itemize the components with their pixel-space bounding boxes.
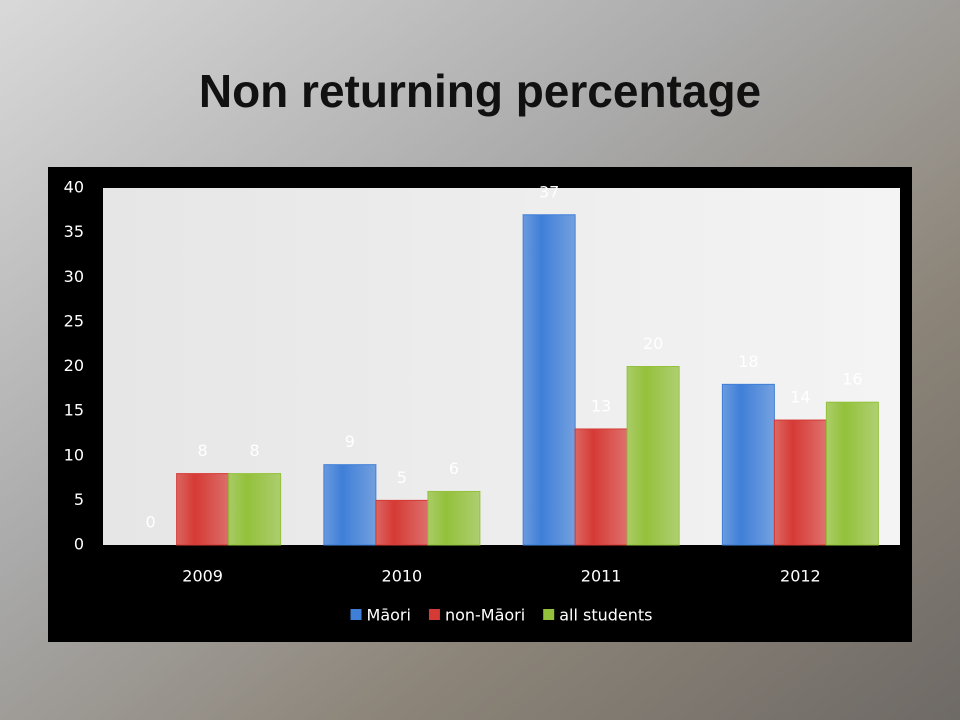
legend-swatch <box>350 609 362 620</box>
data-label: 6 <box>449 459 459 478</box>
bar <box>427 490 481 546</box>
bar <box>323 464 377 546</box>
legend-item: non-Māori <box>428 606 525 625</box>
legend-label: non-Māori <box>445 606 525 625</box>
slide-title: Non returning percentage <box>199 65 761 117</box>
legend-label: all students <box>559 606 652 625</box>
x-tick-label: 2011 <box>581 567 622 586</box>
y-tick-label: 0 <box>74 535 84 554</box>
bar <box>574 428 628 546</box>
legend-item: all students <box>543 606 652 625</box>
legend-label: Māori <box>367 606 411 625</box>
legend-item: Māori <box>350 606 411 625</box>
y-tick-label: 30 <box>64 267 84 286</box>
data-label: 37 <box>539 182 559 201</box>
bar <box>773 419 827 546</box>
y-tick-label: 40 <box>64 178 84 197</box>
legend-swatch <box>428 609 440 620</box>
y-tick-label: 35 <box>64 222 84 241</box>
data-label: 0 <box>146 513 156 532</box>
x-tick-label: 2012 <box>780 567 821 586</box>
y-tick-label: 5 <box>74 490 84 509</box>
bar <box>825 401 879 546</box>
bar <box>176 473 230 546</box>
y-tick-label: 15 <box>64 401 84 420</box>
data-label: 8 <box>250 441 260 460</box>
legend-swatch <box>543 609 555 620</box>
bar <box>721 383 775 546</box>
x-tick-label: 2009 <box>182 567 223 586</box>
y-tick-label: 10 <box>64 445 84 464</box>
y-tick-label: 20 <box>64 356 84 375</box>
data-label: 5 <box>397 468 407 487</box>
y-tick-label: 25 <box>64 311 84 330</box>
bar <box>522 214 576 546</box>
x-tick-label: 2010 <box>382 567 423 586</box>
data-label: 20 <box>643 334 663 353</box>
bar <box>375 499 429 546</box>
data-label: 14 <box>790 388 810 407</box>
data-label: 18 <box>738 352 758 371</box>
bar <box>626 366 680 546</box>
bar <box>228 473 282 546</box>
data-label: 9 <box>345 432 355 451</box>
data-label: 13 <box>591 396 611 415</box>
data-label: 8 <box>198 441 208 460</box>
data-label: 16 <box>842 370 862 389</box>
